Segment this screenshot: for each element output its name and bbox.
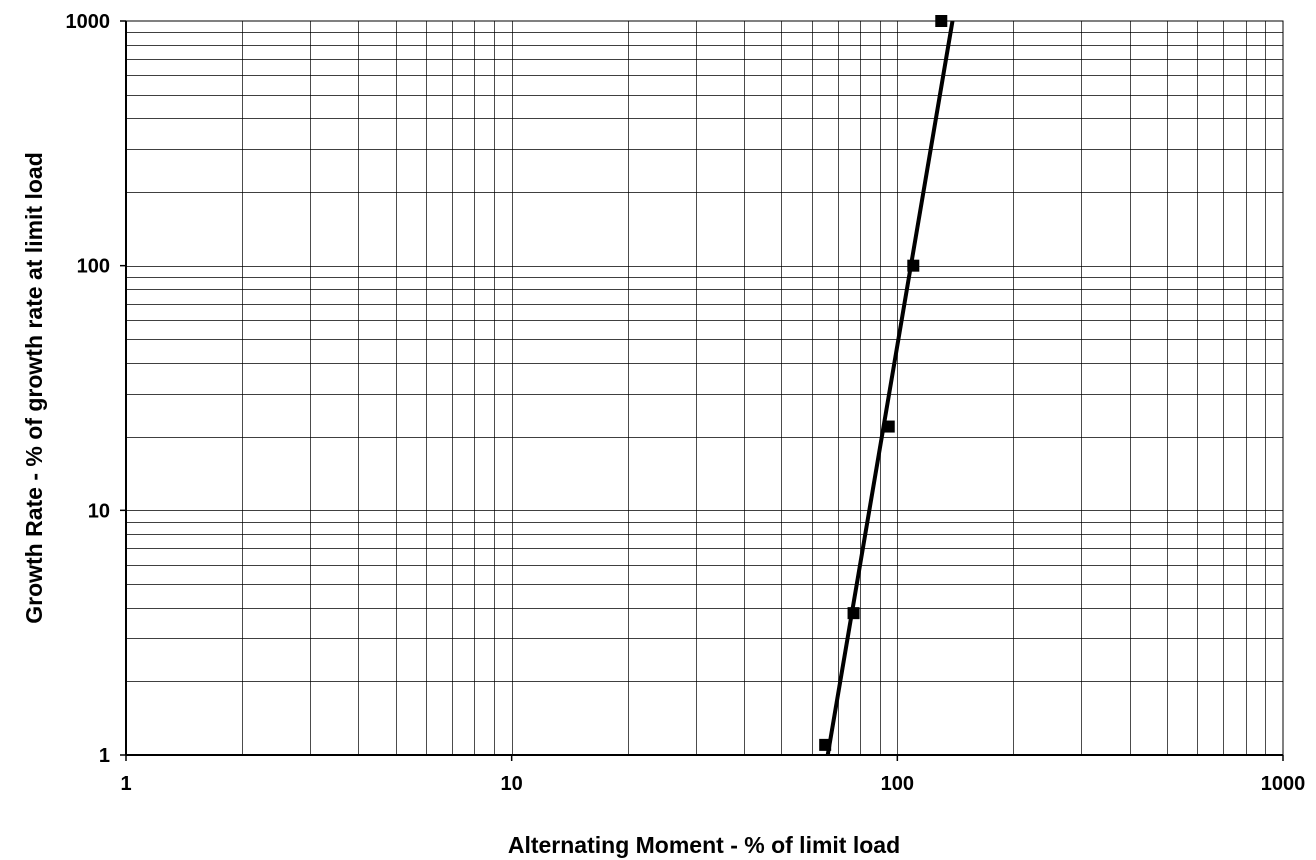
tick-labels: 1 10 100 1000 1 10 100 1000 (66, 11, 1306, 795)
x-tick-label: 1 (120, 773, 131, 795)
y-tick-label: 10 (88, 500, 110, 522)
data-point-marker (882, 420, 895, 433)
grid-lines (126, 21, 1283, 756)
y-tick-label: 1000 (66, 11, 111, 33)
data-point-marker (907, 259, 920, 272)
data-point-marker (819, 738, 832, 751)
x-tick-label: 1000 (1261, 773, 1306, 795)
x-axis-title: Alternating Moment - % of limit load (508, 832, 900, 858)
plot-area (126, 21, 1283, 755)
series-layer (819, 15, 955, 756)
trendline (825, 20, 955, 756)
y-tick-label: 1 (99, 745, 110, 767)
y-axis-title: Growth Rate - % of growth rate at limit … (21, 152, 47, 624)
y-tick-label: 100 (77, 256, 110, 278)
data-point-marker (935, 15, 948, 27)
data-point-marker (847, 607, 860, 620)
x-tick-label: 10 (501, 773, 523, 795)
axes (120, 20, 1284, 761)
x-tick-label: 100 (881, 773, 914, 795)
